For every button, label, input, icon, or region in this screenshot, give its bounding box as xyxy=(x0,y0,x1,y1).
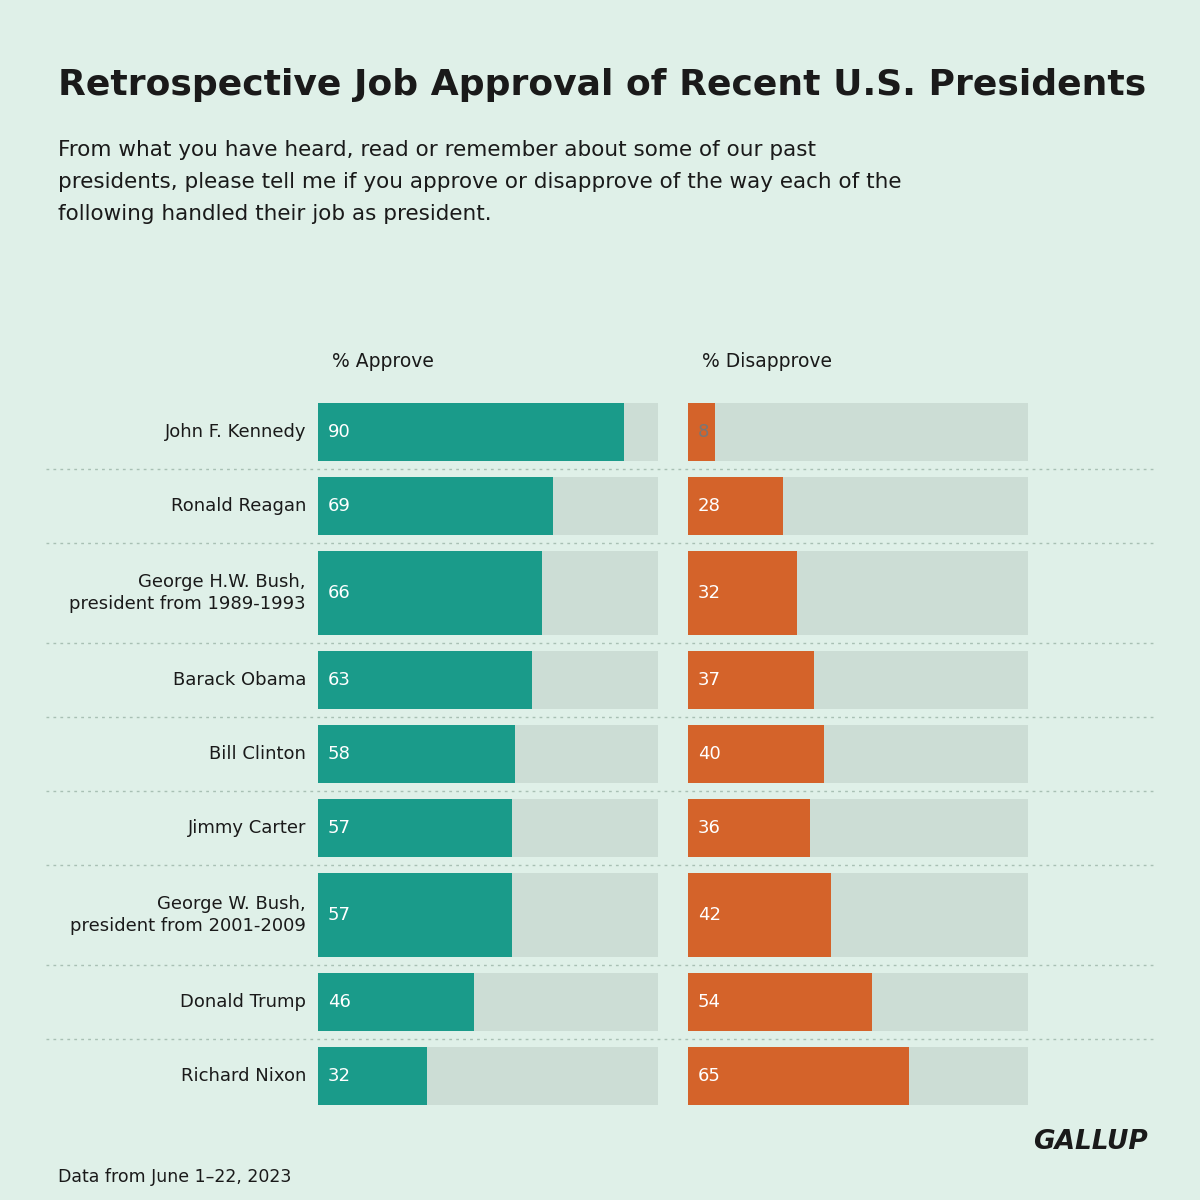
Bar xyxy=(688,403,715,461)
Bar xyxy=(318,725,658,782)
Bar xyxy=(688,650,814,709)
Text: 40: 40 xyxy=(698,745,721,763)
Bar xyxy=(318,973,658,1031)
Text: 65: 65 xyxy=(698,1067,721,1085)
Bar xyxy=(688,551,797,635)
Bar xyxy=(688,725,824,782)
Text: John F. Kennedy: John F. Kennedy xyxy=(164,422,306,440)
Text: 8: 8 xyxy=(698,422,709,440)
Bar xyxy=(688,1046,910,1105)
Text: Retrospective Job Approval of Recent U.S. Presidents: Retrospective Job Approval of Recent U.S… xyxy=(58,68,1146,102)
Text: 42: 42 xyxy=(698,906,721,924)
Bar xyxy=(318,476,658,535)
Text: Data from June 1–22, 2023: Data from June 1–22, 2023 xyxy=(58,1168,292,1186)
Text: % Approve: % Approve xyxy=(332,352,434,371)
Bar xyxy=(688,799,1028,857)
Bar xyxy=(688,1046,1028,1105)
Text: George H.W. Bush,
president from 1989-1993: George H.W. Bush, president from 1989-19… xyxy=(70,572,306,613)
Bar xyxy=(318,799,511,857)
Bar xyxy=(688,650,1028,709)
Bar xyxy=(688,403,1028,461)
Text: Jimmy Carter: Jimmy Carter xyxy=(187,818,306,838)
Text: 90: 90 xyxy=(328,422,350,440)
Bar xyxy=(318,551,542,635)
Bar xyxy=(318,403,658,461)
Text: 32: 32 xyxy=(698,584,721,602)
Text: Ronald Reagan: Ronald Reagan xyxy=(170,497,306,515)
Bar xyxy=(318,874,511,958)
Text: GALLUP: GALLUP xyxy=(1033,1129,1148,1154)
Text: From what you have heard, read or remember about some of our past
presidents, pl: From what you have heard, read or rememb… xyxy=(58,140,901,224)
Bar xyxy=(688,476,784,535)
Bar xyxy=(318,874,658,958)
Bar xyxy=(688,551,1028,635)
Bar xyxy=(318,650,533,709)
Text: 57: 57 xyxy=(328,818,352,838)
Bar xyxy=(688,973,871,1031)
Bar xyxy=(688,725,1028,782)
Bar xyxy=(318,1046,427,1105)
Text: Barack Obama: Barack Obama xyxy=(173,671,306,689)
Text: 46: 46 xyxy=(328,994,350,1010)
Bar xyxy=(688,799,810,857)
Bar xyxy=(688,874,830,958)
Bar xyxy=(318,476,553,535)
Text: Richard Nixon: Richard Nixon xyxy=(181,1067,306,1085)
Bar xyxy=(318,403,624,461)
Text: Bill Clinton: Bill Clinton xyxy=(209,745,306,763)
Bar xyxy=(688,476,1028,535)
Text: 32: 32 xyxy=(328,1067,352,1085)
Text: 36: 36 xyxy=(698,818,721,838)
Text: 37: 37 xyxy=(698,671,721,689)
Text: 58: 58 xyxy=(328,745,350,763)
Text: % Disapprove: % Disapprove xyxy=(702,352,832,371)
Text: George W. Bush,
president from 2001-2009: George W. Bush, president from 2001-2009 xyxy=(70,894,306,936)
Text: 63: 63 xyxy=(328,671,350,689)
Bar xyxy=(318,551,658,635)
Bar xyxy=(688,874,1028,958)
Bar xyxy=(318,1046,658,1105)
Bar xyxy=(318,725,515,782)
Bar xyxy=(318,799,658,857)
Text: 28: 28 xyxy=(698,497,721,515)
Bar xyxy=(318,650,658,709)
Text: 69: 69 xyxy=(328,497,350,515)
Bar xyxy=(318,973,474,1031)
Text: 66: 66 xyxy=(328,584,350,602)
Bar xyxy=(688,973,1028,1031)
Text: Donald Trump: Donald Trump xyxy=(180,994,306,1010)
Text: 54: 54 xyxy=(698,994,721,1010)
Text: 57: 57 xyxy=(328,906,352,924)
